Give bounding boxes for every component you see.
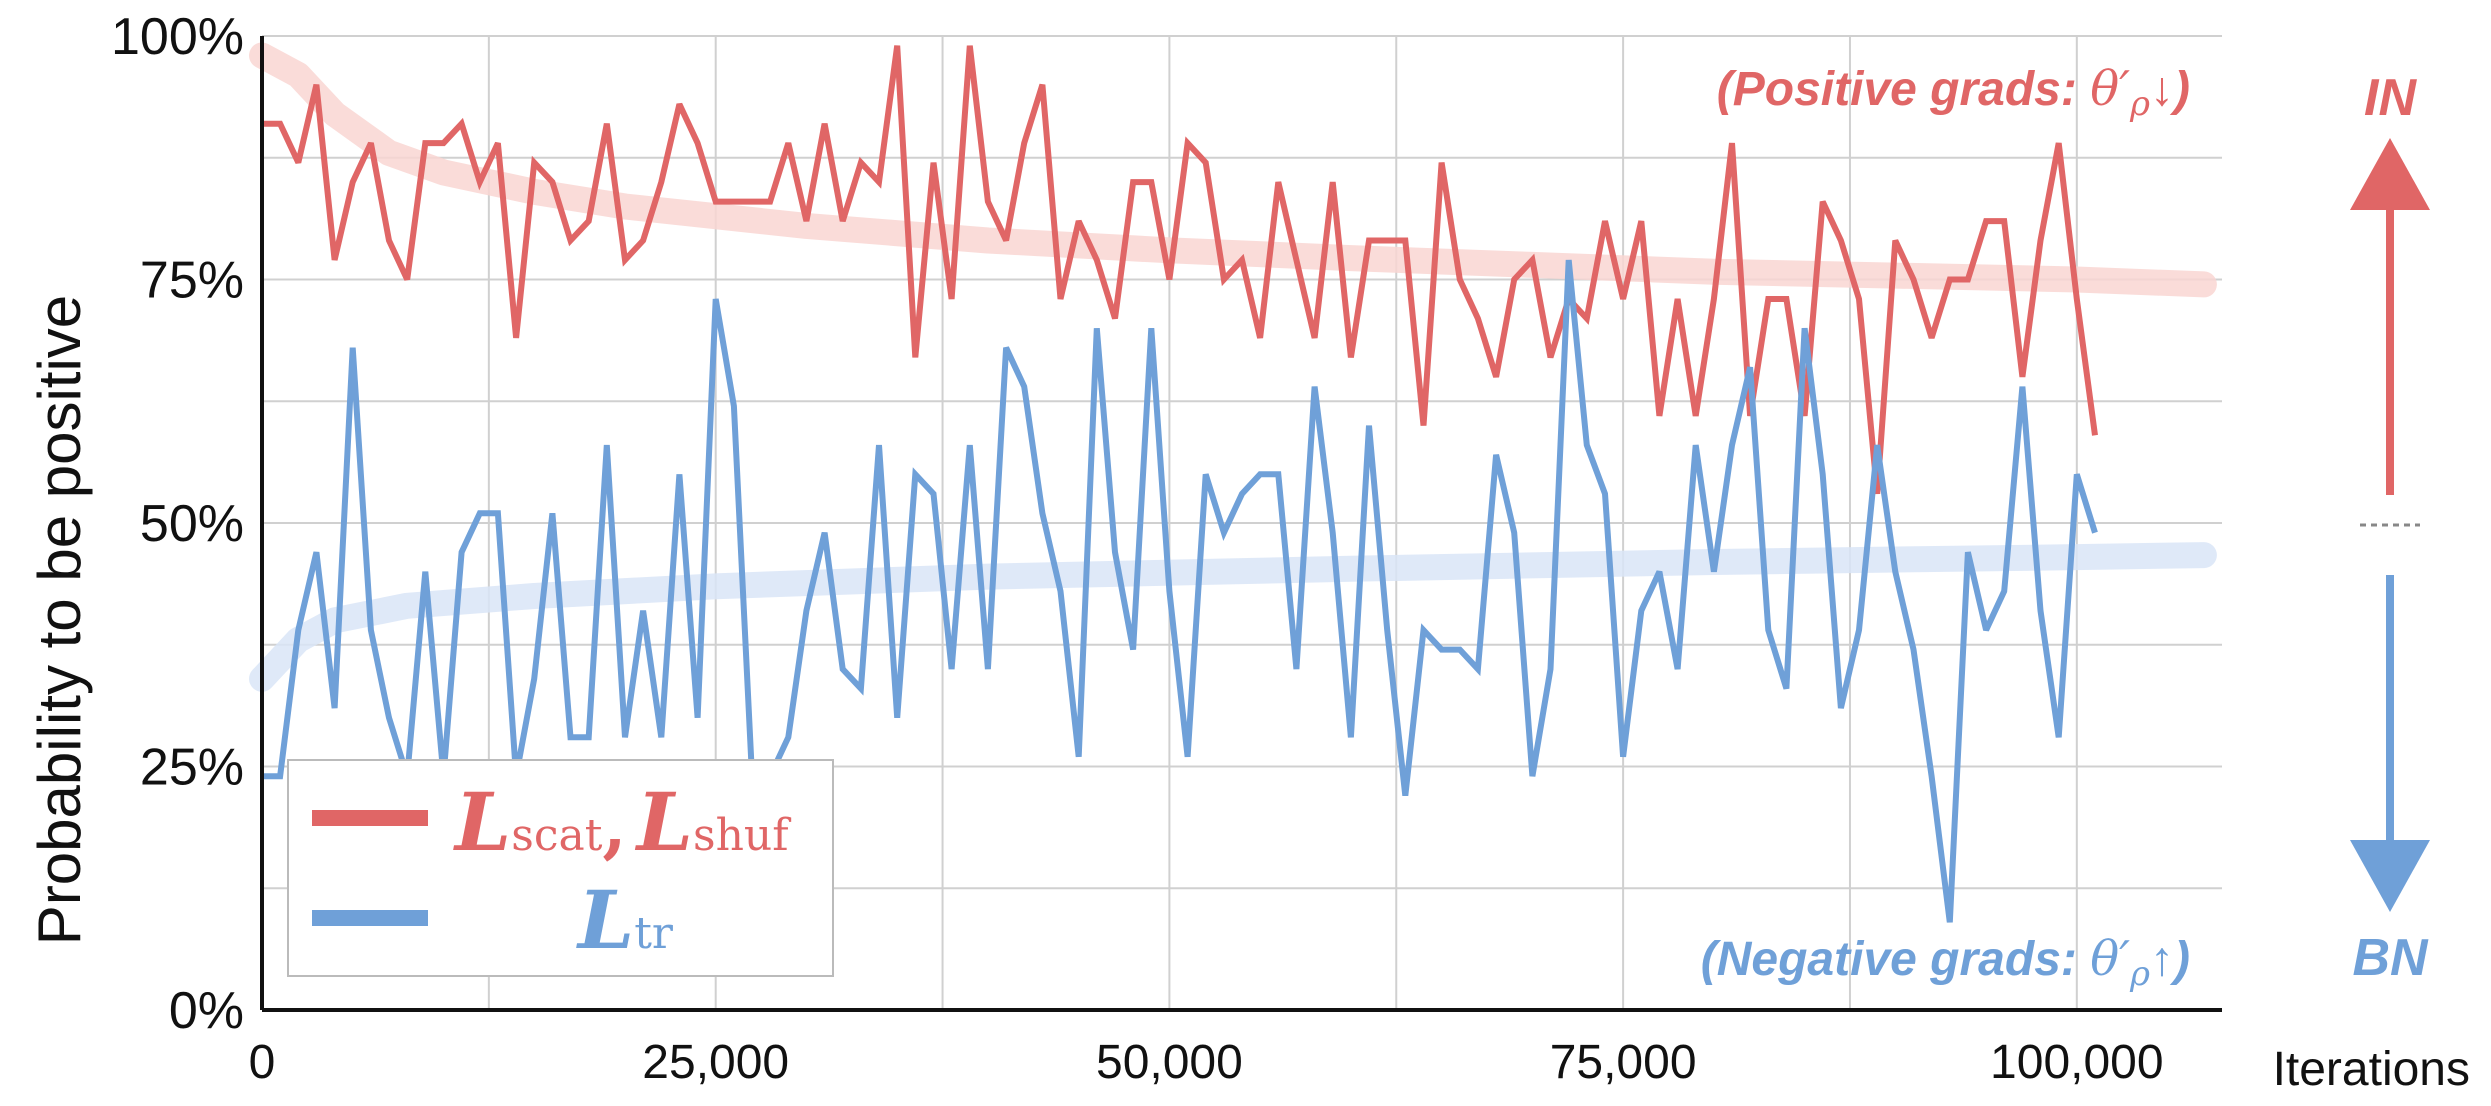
- positive-prefix: (Positive grads:: [1717, 63, 2090, 116]
- legend-sub-shuf: shuf: [693, 810, 791, 861]
- legend-label-lscat: Lscat, Lshuf: [453, 775, 791, 869]
- y-tick-label: 100%: [111, 8, 244, 66]
- legend-l1: L: [453, 775, 511, 869]
- negative-prime: ′: [2119, 931, 2130, 987]
- legend-l3: L: [576, 873, 634, 967]
- positive-suffix: ): [2169, 63, 2190, 116]
- legend-sub-tr: tr: [634, 908, 674, 959]
- positive-arrow: ↓: [2150, 63, 2174, 116]
- positive-rho: ρ: [2129, 84, 2150, 124]
- series-lines: [262, 45, 2098, 923]
- trend-band-0: [249, 42, 2217, 298]
- x-axis-label: Iterations: [2273, 1043, 2470, 1096]
- y-tick-label: 50%: [140, 495, 244, 553]
- y-tick-label: 75%: [140, 252, 244, 310]
- x-tick-label: 75,000: [1550, 1036, 1697, 1089]
- trend-bands: [249, 42, 2217, 692]
- negative-arrow: ↑: [2150, 933, 2174, 986]
- positive-prime: ′: [2119, 61, 2130, 117]
- legend-comma: ,: [602, 784, 626, 867]
- in-label: IN: [2364, 69, 2417, 127]
- legend-l2: L: [635, 775, 693, 869]
- x-tick-label: 100,000: [1990, 1036, 2164, 1089]
- bn-arrow-head: [2350, 840, 2430, 912]
- positive-theta: θ: [2090, 61, 2119, 117]
- negative-theta: θ: [2090, 931, 2119, 987]
- series-line-1: [262, 259, 2098, 923]
- x-tick-label: 0: [249, 1036, 276, 1089]
- x-tick-label: 25,000: [642, 1036, 789, 1089]
- legend: Lscat, Lshuf Ltr: [287, 759, 834, 977]
- in-arrow-head: [2350, 138, 2430, 210]
- negative-suffix: ): [2169, 933, 2190, 986]
- y-tick-label: 25%: [140, 739, 244, 797]
- x-tick-label: 50,000: [1096, 1036, 1243, 1089]
- positive-grads-annotation: (Positive grads: θ′ρ↓): [1717, 61, 2190, 124]
- legend-sub-scat: scat: [511, 810, 602, 861]
- series-line-0: [262, 45, 2098, 495]
- legend-label-ltr: Ltr: [576, 873, 674, 967]
- negative-grads-annotation: (Negative grads: θ′ρ↑): [1701, 931, 2190, 994]
- negative-rho: ρ: [2129, 954, 2150, 994]
- y-axis-label: Probability to be positive: [26, 295, 93, 945]
- tick-labels: 0% 25% 50% 75% 100% 0 25,000 50,000 75,000 100,00…: [111, 8, 2164, 1089]
- y-tick-label: 0%: [169, 982, 244, 1040]
- legend-box: [287, 759, 834, 977]
- bn-label: BN: [2352, 929, 2429, 987]
- negative-prefix: (Negative grads:: [1701, 933, 2090, 986]
- axes: [260, 36, 2222, 1012]
